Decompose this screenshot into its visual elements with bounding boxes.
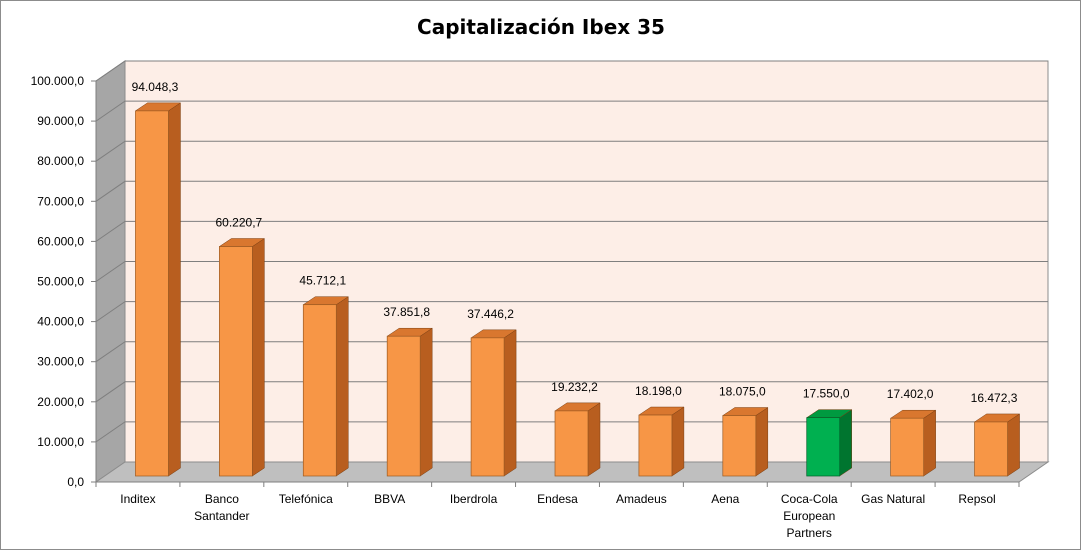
bar: 17.402,0 [887,387,937,477]
y-tick-label: 70.000,0 [37,194,84,208]
x-tick-label: Banco [205,492,239,506]
bar-side [503,329,517,477]
gridline [95,60,1048,82]
gridline [95,301,1048,323]
x-tick-label: Repsol [958,492,995,506]
bar: 37.851,8 [383,305,434,477]
bar-side [252,238,265,477]
bar-side [839,409,852,477]
y-tick-label: 50.000,0 [37,275,84,289]
bar: 17.550,0 [803,387,853,477]
gridline [95,261,1048,282]
x-tick-label: Endesa [537,492,578,506]
data-label: 19.232,2 [551,380,598,394]
y-tick-label: 30.000,0 [37,355,84,369]
data-label: 60.220,7 [216,216,263,230]
bar-front [806,417,841,477]
bar-front [219,246,253,477]
x-tick-label: Aena [711,492,739,506]
y-tick-label: 80.000,0 [37,154,84,168]
bar: 18.198,0 [635,384,685,477]
bar-side [168,102,181,477]
bar-front [386,335,421,477]
bar: 37.446,2 [467,307,517,477]
x-tick-label: Santander [194,509,249,523]
data-label: 45.712,1 [299,274,346,288]
data-label: 17.402,0 [887,387,934,401]
bar: 45.712,1 [299,274,350,477]
bar-side [671,406,685,477]
gridline [95,180,1048,202]
bar-front [470,337,505,477]
plot-area: 0,0 10.000,0 20.000,0 30.000,0 40.000,0 50.00… [31,60,1050,540]
y-tick-label: 20.000,0 [37,395,84,409]
bar-front [302,304,337,477]
bar-front [638,414,673,477]
bar-front [974,421,1008,477]
gridline [95,341,1048,363]
bar-side [923,409,936,477]
data-label: 94.048,3 [132,80,179,94]
x-tick-label: Gas Natural [861,492,925,506]
data-label: 17.550,0 [803,387,850,401]
gridline [95,381,1048,403]
y-tick-label: 10.000,0 [37,435,84,449]
bar-side [419,327,433,477]
x-tick-label: Partners [787,526,832,540]
bar-front [554,410,589,477]
bar: 94.048,3 [132,80,182,477]
bar: 19.232,2 [551,380,601,477]
bar-side [1007,413,1020,477]
gridline [95,220,1048,242]
bar-side [587,402,601,477]
bar-front [890,417,924,477]
bar: 16.472,3 [971,391,1021,477]
y-tick-label: 0,0 [67,475,84,489]
data-label: 18.075,0 [719,385,766,399]
x-tick-label: European [783,509,835,523]
bar-front [135,110,169,477]
y-tick-label: 40.000,0 [37,315,84,329]
y-tick-label: 90.000,0 [37,114,84,128]
gridline [95,140,1048,162]
data-label: 18.198,0 [635,384,682,398]
bar: 18.075,0 [719,385,769,477]
bar: 60.220,7 [216,216,266,477]
data-label: 16.472,3 [971,391,1018,405]
data-label: 37.851,8 [383,305,430,319]
x-axis: Inditex Banco Santander Telefónica BBVA Iberd… [95,481,1020,540]
x-tick-label: Coca-Cola [781,492,838,506]
x-tick-label: Telefónica [279,492,333,506]
bar-front [722,415,757,477]
y-axis: 0,0 10.000,0 20.000,0 30.000,0 40.000,0 50.00… [31,60,1048,489]
x-tick-label: BBVA [374,492,405,506]
y-tick-label: 60.000,0 [37,234,84,248]
gridline [95,100,1048,122]
y-tick-label: 100.000,0 [31,74,85,88]
x-tick-label: Amadeus [616,492,667,506]
x-tick-label: Inditex [120,492,155,506]
data-label: 37.446,2 [467,307,514,321]
x-tick-label: Iberdrola [450,492,498,506]
chart-title: Capitalización Ibex 35 [417,15,665,39]
bar-side [336,296,349,477]
bars: 94.048,3 60.220,7 45.712,1 37.851,8 37.446,2… [132,80,1021,477]
bar-side [755,407,769,477]
